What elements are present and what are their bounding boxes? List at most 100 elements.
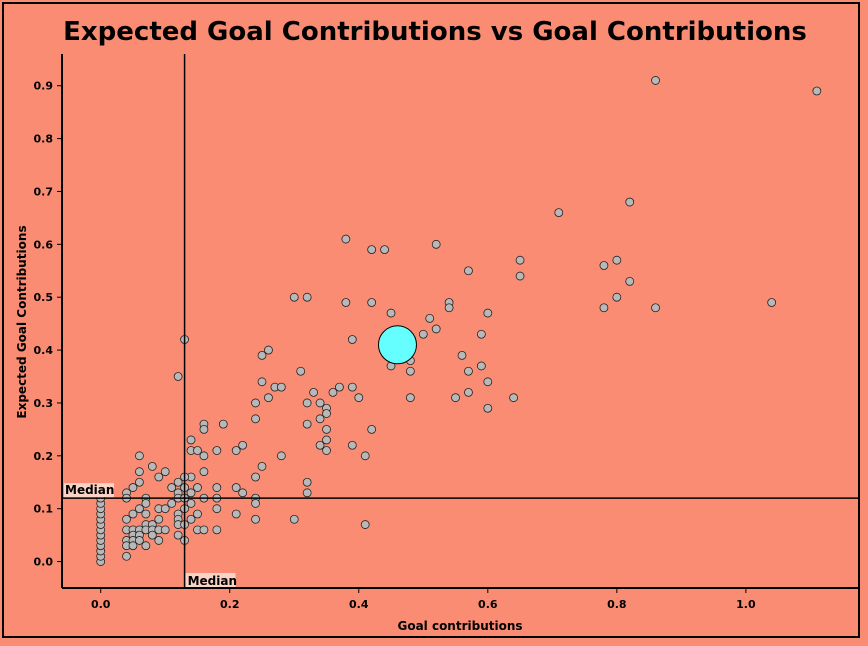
y-tick-label: 0.4: [34, 344, 54, 357]
data-point: [483, 403, 493, 413]
data-point: [322, 446, 331, 455]
data-point: [257, 350, 267, 360]
data-point: [251, 414, 260, 424]
data-point: [135, 536, 144, 545]
data-point: [464, 366, 473, 376]
data-point: [212, 525, 222, 535]
data-point: [354, 393, 364, 403]
data-point: [367, 424, 377, 434]
data-point: [464, 266, 473, 276]
data-point: [186, 514, 196, 524]
data-point: [167, 499, 177, 508]
data-point: [238, 440, 248, 450]
data-point: [515, 271, 525, 281]
data-point: [147, 461, 157, 471]
data-point: [154, 536, 164, 545]
data-point: [476, 329, 486, 339]
data-point: [135, 477, 144, 487]
data-point: [122, 551, 131, 561]
data-point: [767, 298, 777, 307]
data-point: [186, 488, 196, 498]
y-tick-label: 0.6: [34, 238, 54, 251]
x-tick-label: 0.0: [91, 598, 111, 611]
data-point: [264, 393, 273, 403]
data-point: [128, 509, 138, 519]
data-point: [812, 86, 822, 96]
data-point: [360, 520, 370, 529]
data-point: [212, 446, 222, 455]
data-point: [405, 366, 415, 376]
data-point: [380, 245, 389, 255]
data-point: [612, 255, 622, 265]
data-point: [302, 488, 312, 498]
data-point: [431, 239, 441, 249]
data-point: [167, 483, 177, 492]
data-point: [367, 245, 377, 255]
data-point: [347, 382, 357, 392]
data-point: [418, 329, 428, 339]
data-point: [173, 530, 183, 540]
data-point: [315, 398, 325, 408]
data-point: [199, 451, 209, 461]
data-point: [218, 419, 228, 429]
data-point: [302, 292, 312, 302]
data-point: [367, 298, 377, 307]
data-point: [199, 467, 209, 477]
data-point: [212, 504, 222, 514]
data-point: [160, 467, 170, 477]
data-point: [276, 451, 286, 461]
x-tick-label: 0.6: [478, 598, 498, 611]
data-point: [386, 308, 396, 318]
data-point: [483, 377, 493, 387]
data-point: [231, 509, 241, 519]
data-point: [612, 292, 622, 302]
data-point: [341, 234, 351, 244]
data-point: [651, 303, 660, 313]
y-tick-label: 0.5: [34, 291, 54, 304]
data-point: [186, 499, 196, 508]
data-point: [289, 514, 299, 524]
x-tick-label: 1.0: [736, 598, 756, 611]
y-axis-ticks: 0.0 0.1 0.2 0.3 0.4 0.5 0.6 0.7 0.8 0.9: [34, 80, 62, 569]
scatter-points: [96, 76, 822, 566]
data-point: [315, 414, 325, 424]
data-point: [335, 382, 344, 392]
data-point: [476, 361, 486, 371]
data-point: [405, 393, 415, 403]
data-point: [141, 499, 151, 508]
data-point: [173, 372, 183, 381]
data-point: [599, 261, 609, 270]
y-tick-label: 0.8: [34, 133, 54, 146]
data-point: [651, 76, 660, 85]
x-axis-label: Goal contributions: [397, 619, 522, 633]
data-point: [322, 435, 331, 445]
data-point: [625, 197, 635, 207]
data-point: [451, 393, 460, 403]
data-point: [173, 477, 183, 487]
data-point: [302, 477, 312, 487]
data-point: [231, 446, 241, 455]
x-tick-label: 0.8: [607, 598, 627, 611]
data-point: [296, 366, 306, 376]
data-point: [199, 424, 209, 434]
data-point: [554, 208, 564, 218]
data-point: [599, 303, 609, 313]
data-point: [264, 345, 273, 355]
data-point: [509, 393, 519, 403]
data-point: [238, 488, 248, 498]
data-point: [160, 525, 170, 535]
data-point: [347, 335, 357, 344]
data-point: [289, 292, 299, 302]
data-point: [464, 387, 473, 397]
data-point: [257, 377, 267, 387]
median-vertical-label-bg: [185, 573, 236, 587]
scatter-chart: Expected Goal Contributions vs Goal Cont…: [15, 17, 858, 633]
y-axis-label: Expected Goal Contributions: [15, 225, 29, 418]
data-point: [141, 509, 151, 519]
data-point: [309, 387, 319, 397]
data-point: [322, 409, 331, 418]
y-tick-label: 0.7: [34, 185, 54, 198]
data-point: [347, 440, 357, 450]
data-point: [360, 451, 370, 461]
x-tick-label: 0.2: [220, 598, 240, 611]
